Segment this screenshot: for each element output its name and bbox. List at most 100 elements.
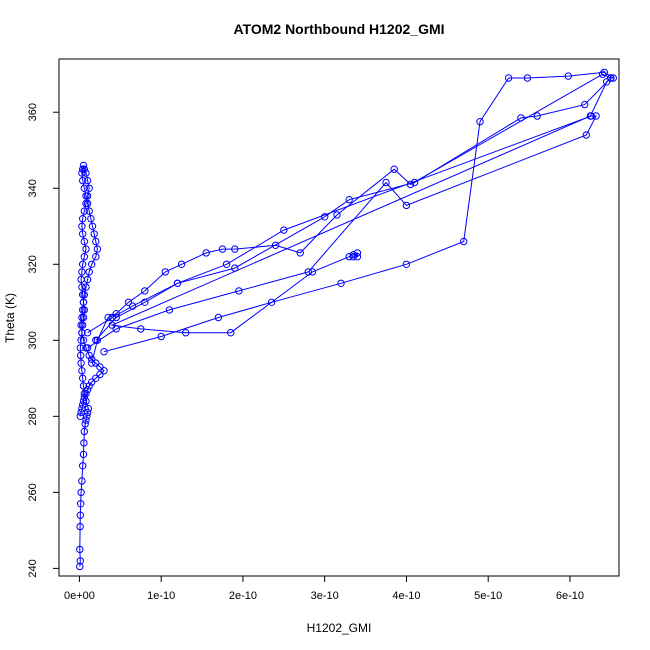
data-point: [88, 260, 96, 268]
plot-frame: [58, 58, 620, 577]
data-point: [79, 382, 88, 390]
data-point: [82, 389, 90, 398]
data-point: [83, 275, 92, 284]
data-point: [78, 367, 86, 375]
data-point: [79, 462, 87, 470]
data-point: [214, 313, 223, 322]
data-point: [280, 226, 288, 234]
data-point: [78, 477, 86, 485]
data-point: [77, 488, 85, 497]
data-point: [80, 439, 88, 447]
data-point: [77, 321, 85, 329]
x-tick-label: 2e-10: [229, 590, 257, 602]
data-point: [79, 401, 87, 409]
data-point: [88, 222, 97, 231]
data-point: [85, 207, 93, 215]
data-point: [80, 393, 89, 401]
data-point: [78, 313, 86, 322]
y-tick-label: 240: [27, 559, 39, 577]
x-axis-label: H1202_GMI: [307, 621, 372, 635]
data-point: [79, 176, 87, 185]
data-point: [80, 427, 89, 436]
data-point: [267, 298, 276, 306]
data-point: [227, 329, 235, 337]
data-point: [96, 363, 104, 371]
data-point: [581, 100, 589, 109]
data-point: [402, 201, 411, 210]
data-point: [124, 298, 133, 306]
data-point: [349, 251, 357, 259]
y-tick-label: 360: [27, 103, 39, 121]
plot-area: [76, 68, 617, 571]
data-point: [79, 336, 88, 344]
y-tick-label: 340: [27, 179, 39, 197]
x-tick-label: 0e+00: [64, 590, 95, 602]
y-tick-label: 300: [27, 331, 39, 349]
data-point: [92, 359, 100, 367]
data-point: [600, 68, 608, 77]
data-point: [582, 131, 590, 139]
data-point: [296, 249, 304, 257]
data-point: [218, 245, 227, 253]
data-point: [76, 511, 85, 519]
data-point: [78, 268, 86, 276]
data-point: [79, 298, 88, 306]
data-point: [76, 562, 84, 571]
data-point: [83, 329, 92, 337]
data-point: [235, 287, 243, 295]
data-point: [87, 215, 95, 223]
data-point: [82, 192, 90, 200]
data-point: [76, 522, 84, 531]
data-point: [564, 72, 572, 80]
data-point: [202, 249, 210, 257]
data-point: [77, 408, 85, 417]
data-point: [345, 253, 353, 261]
data-point: [390, 165, 398, 173]
data-point: [402, 260, 411, 268]
data-point: [83, 176, 92, 185]
data-point: [85, 382, 93, 390]
data-point: [80, 237, 89, 246]
data-point: [231, 264, 239, 272]
x-tick-label: 5e-10: [474, 590, 502, 602]
x-tick-label: 6e-10: [556, 590, 584, 602]
data-point: [83, 386, 92, 394]
data-point: [460, 237, 468, 246]
data-point: [82, 245, 90, 253]
data-point: [78, 405, 86, 413]
data-point: [79, 450, 88, 459]
data-point: [76, 412, 85, 420]
x-tick-label: 1e-10: [147, 590, 175, 602]
data-point: [88, 378, 96, 386]
data-point: [78, 169, 86, 177]
series-line-3: [87, 71, 616, 353]
data-point: [607, 74, 615, 82]
data-point: [533, 112, 541, 120]
data-point: [80, 253, 89, 261]
data-point: [85, 351, 93, 360]
data-point: [78, 222, 86, 231]
data-point: [78, 283, 86, 291]
data-point: [92, 374, 100, 382]
data-point: [353, 249, 362, 257]
data-point: [157, 332, 165, 341]
data-point: [333, 211, 341, 219]
data-point: [82, 416, 90, 424]
data-point: [182, 329, 190, 337]
y-tick-label: 320: [27, 255, 39, 273]
data-point: [79, 230, 87, 238]
y-tick-label: 260: [27, 483, 39, 501]
data-point: [80, 184, 89, 193]
data-point: [79, 374, 87, 382]
data-point: [592, 112, 600, 120]
y-axis-label: Theta (K): [3, 293, 17, 343]
data-point: [90, 230, 98, 238]
data-point: [79, 306, 87, 314]
data-point: [382, 178, 390, 187]
data-point: [177, 260, 186, 268]
y-axis: 240 260 280 300 320 340 360: [27, 103, 59, 578]
data-point: [81, 420, 89, 428]
data-point: [165, 306, 174, 314]
data-point: [77, 336, 85, 344]
